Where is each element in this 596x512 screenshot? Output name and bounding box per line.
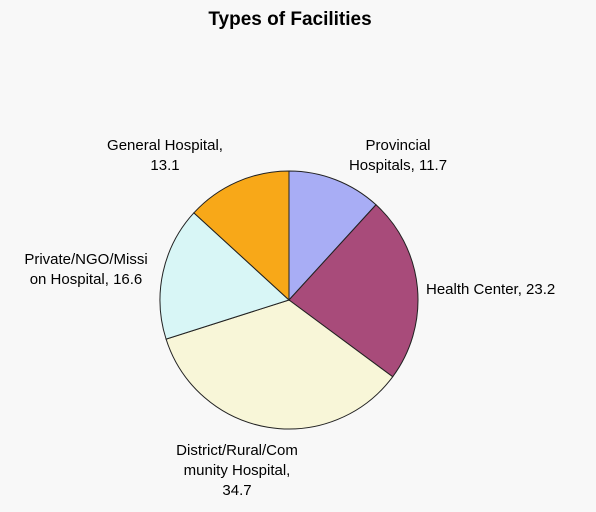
slice-label-4: General Hospital, 13.1 <box>107 137 223 174</box>
slice-label-0: Provincial Hospitals, 11.7 <box>349 137 447 174</box>
pie-slice-1 <box>288 204 419 378</box>
pie-slice-4 <box>193 170 290 302</box>
pie-slice-3 <box>159 212 290 340</box>
slice-label-3: Private/NGO/Missi on Hospital, 16.6 <box>24 251 147 288</box>
pie-slices <box>159 170 419 430</box>
slice-label-line: 13.1 <box>150 157 179 174</box>
slice-label-line: 34.7 <box>222 482 251 499</box>
slice-label-line: Health Center, 23.2 <box>426 281 555 298</box>
slice-label-line: munity Hospital, <box>184 462 291 479</box>
slice-label-line: on Hospital, 16.6 <box>30 271 143 288</box>
pie-slice-2 <box>165 299 394 430</box>
slice-label-line: General Hospital, <box>107 137 223 154</box>
slice-label-2: District/Rural/Com munity Hospital, 34.7 <box>176 442 298 499</box>
slice-label-line: District/Rural/Com <box>176 442 298 459</box>
slice-label-line: Private/NGO/Missi <box>24 251 147 268</box>
slice-label-line: Provincial <box>365 137 430 154</box>
chart-title: Types of Facilities <box>208 9 371 30</box>
pie-labels: Provincial Hospitals, 11.7 Health Center, … <box>24 137 555 499</box>
slice-label-1: Health Center, 23.2 <box>426 281 555 298</box>
slice-label-line: Hospitals, 11.7 <box>349 157 447 174</box>
pie-slice-0 <box>288 170 377 302</box>
